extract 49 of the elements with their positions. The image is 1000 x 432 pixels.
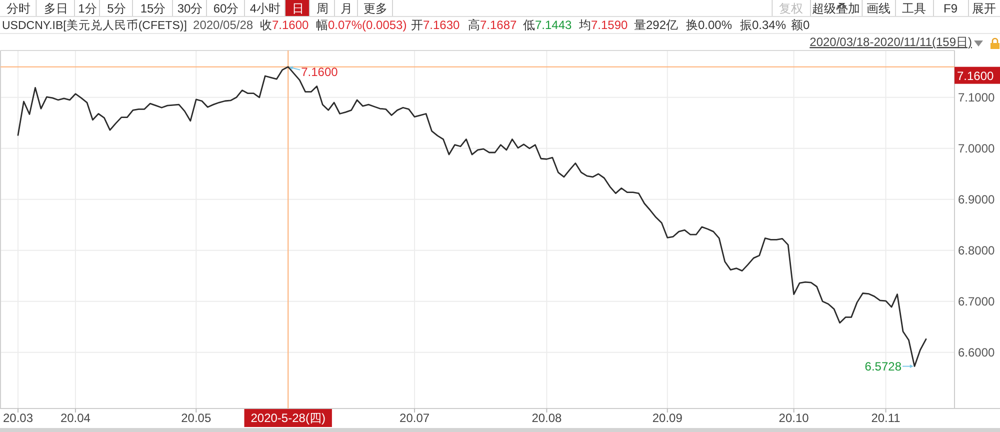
x-tick-label: 20.10 [778, 411, 810, 425]
tab: 周 [316, 0, 335, 16]
text: 幅0.07%(0.0053) [316, 18, 407, 32]
text: 低7.1443 [523, 18, 572, 32]
tab: 1分 [78, 0, 100, 16]
text: 收7.1600 [260, 18, 310, 32]
button: F9 [933, 0, 958, 16]
tab: 15分 [140, 0, 173, 16]
tab: 分时 [6, 0, 37, 16]
text: 均7.1590 [578, 18, 628, 32]
y-tick-label: 6.8000 [958, 243, 996, 258]
annotation: 7.1600 [301, 64, 338, 79]
button: 展开 [968, 0, 996, 16]
annotation: 6.5728 [864, 359, 902, 374]
button: 超级叠加 [810, 0, 860, 16]
text: 额0 [791, 18, 810, 32]
text: 量292亿 [634, 18, 678, 32]
button: 工具 [895, 0, 926, 16]
text: 振0.34% [740, 18, 786, 32]
x-tick-label: 20.03 [2, 411, 34, 425]
tab: 更多 [364, 0, 393, 16]
text: 开7.1630 [411, 18, 460, 32]
x-tick-label: 20.05 [181, 411, 212, 425]
tab: 60分 [213, 0, 245, 16]
x-tick-label: 20.09 [652, 411, 683, 425]
ref-line-label: 7.1600 [957, 68, 994, 83]
y-tick-label: 7.0000 [958, 141, 996, 156]
button: 画线 [862, 0, 890, 16]
y-tick-label: 6.7000 [958, 294, 996, 308]
chart-title: USDCNY.IB[美元兑人民币(CFETS)] [2, 18, 187, 32]
y-tick-label: 6.9000 [958, 192, 996, 206]
text: 换0.00% [686, 18, 732, 32]
chart-subtitle: 2020/03/18-2020/11/11(159日) [810, 35, 972, 49]
button: 复权 [772, 0, 803, 16]
tab: 30分 [177, 0, 207, 16]
tab: 4小时 [250, 0, 286, 16]
x-tick-label: 20.11 [871, 411, 901, 425]
selected-tab: 日 [286, 0, 310, 16]
y-tick-label: 6.6000 [958, 345, 996, 360]
text: 2020/05/28 [193, 18, 254, 32]
x-tick-label: 20.04 [60, 411, 91, 425]
tab: 月 [340, 0, 358, 16]
text: 高7.1687 [468, 18, 518, 32]
tab: 5分 [107, 0, 133, 16]
y-tick-label: 7.1000 [958, 90, 996, 104]
x-tick-label: 2020-5-28(四) [250, 411, 326, 425]
x-tick-label: 20.08 [532, 411, 562, 425]
tab: 多日 [44, 0, 75, 16]
x-tick-label: 20.07 [400, 411, 430, 425]
